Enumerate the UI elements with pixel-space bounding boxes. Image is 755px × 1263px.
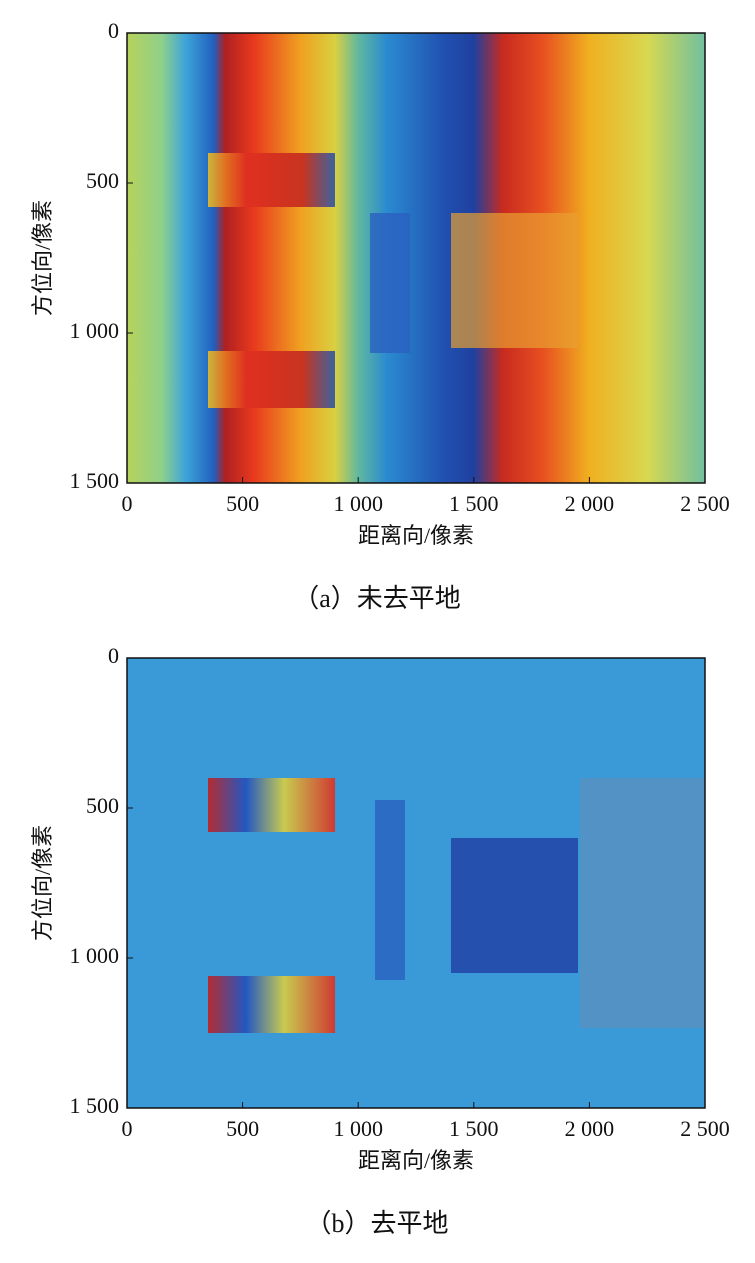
x-tick-label: 2 000 bbox=[565, 1116, 615, 1141]
y-tick-label: 1 000 bbox=[70, 943, 120, 968]
x-axis-label: 距离向/像素 bbox=[358, 1148, 474, 1173]
y-tick-label: 500 bbox=[86, 168, 119, 193]
caption: （b）去平地 bbox=[305, 1209, 448, 1238]
x-tick-label: 1 500 bbox=[449, 491, 499, 516]
x-tick-label: 500 bbox=[226, 491, 259, 516]
x-tick-label: 2 500 bbox=[680, 1116, 730, 1141]
y-axis-label: 方位向/像素 bbox=[30, 200, 55, 316]
y-tick-label: 0 bbox=[108, 643, 119, 668]
x-tick-label: 2 000 bbox=[565, 491, 615, 516]
image-a bbox=[127, 33, 705, 483]
y-axis-label: 方位向/像素 bbox=[30, 825, 55, 941]
x-tick-label: 0 bbox=[122, 1116, 133, 1141]
x-tick-label: 1 000 bbox=[333, 1116, 383, 1141]
x-tick-label: 0 bbox=[122, 491, 133, 516]
y-tick-label: 1 000 bbox=[70, 318, 120, 343]
caption: （a）未去平地 bbox=[293, 584, 461, 613]
x-tick-label: 1 500 bbox=[449, 1116, 499, 1141]
x-tick-label: 2 500 bbox=[680, 491, 730, 516]
y-tick-label: 0 bbox=[108, 18, 119, 43]
plot-frame bbox=[126, 32, 706, 484]
y-tick-label: 1 500 bbox=[70, 468, 120, 493]
x-tick-label: 1 000 bbox=[333, 491, 383, 516]
x-tick-label: 500 bbox=[226, 1116, 259, 1141]
y-tick-label: 500 bbox=[86, 793, 119, 818]
x-axis-label: 距离向/像素 bbox=[358, 523, 474, 548]
y-tick-label: 1 500 bbox=[70, 1093, 120, 1118]
image-b bbox=[127, 658, 705, 1108]
plot-frame bbox=[126, 657, 706, 1109]
